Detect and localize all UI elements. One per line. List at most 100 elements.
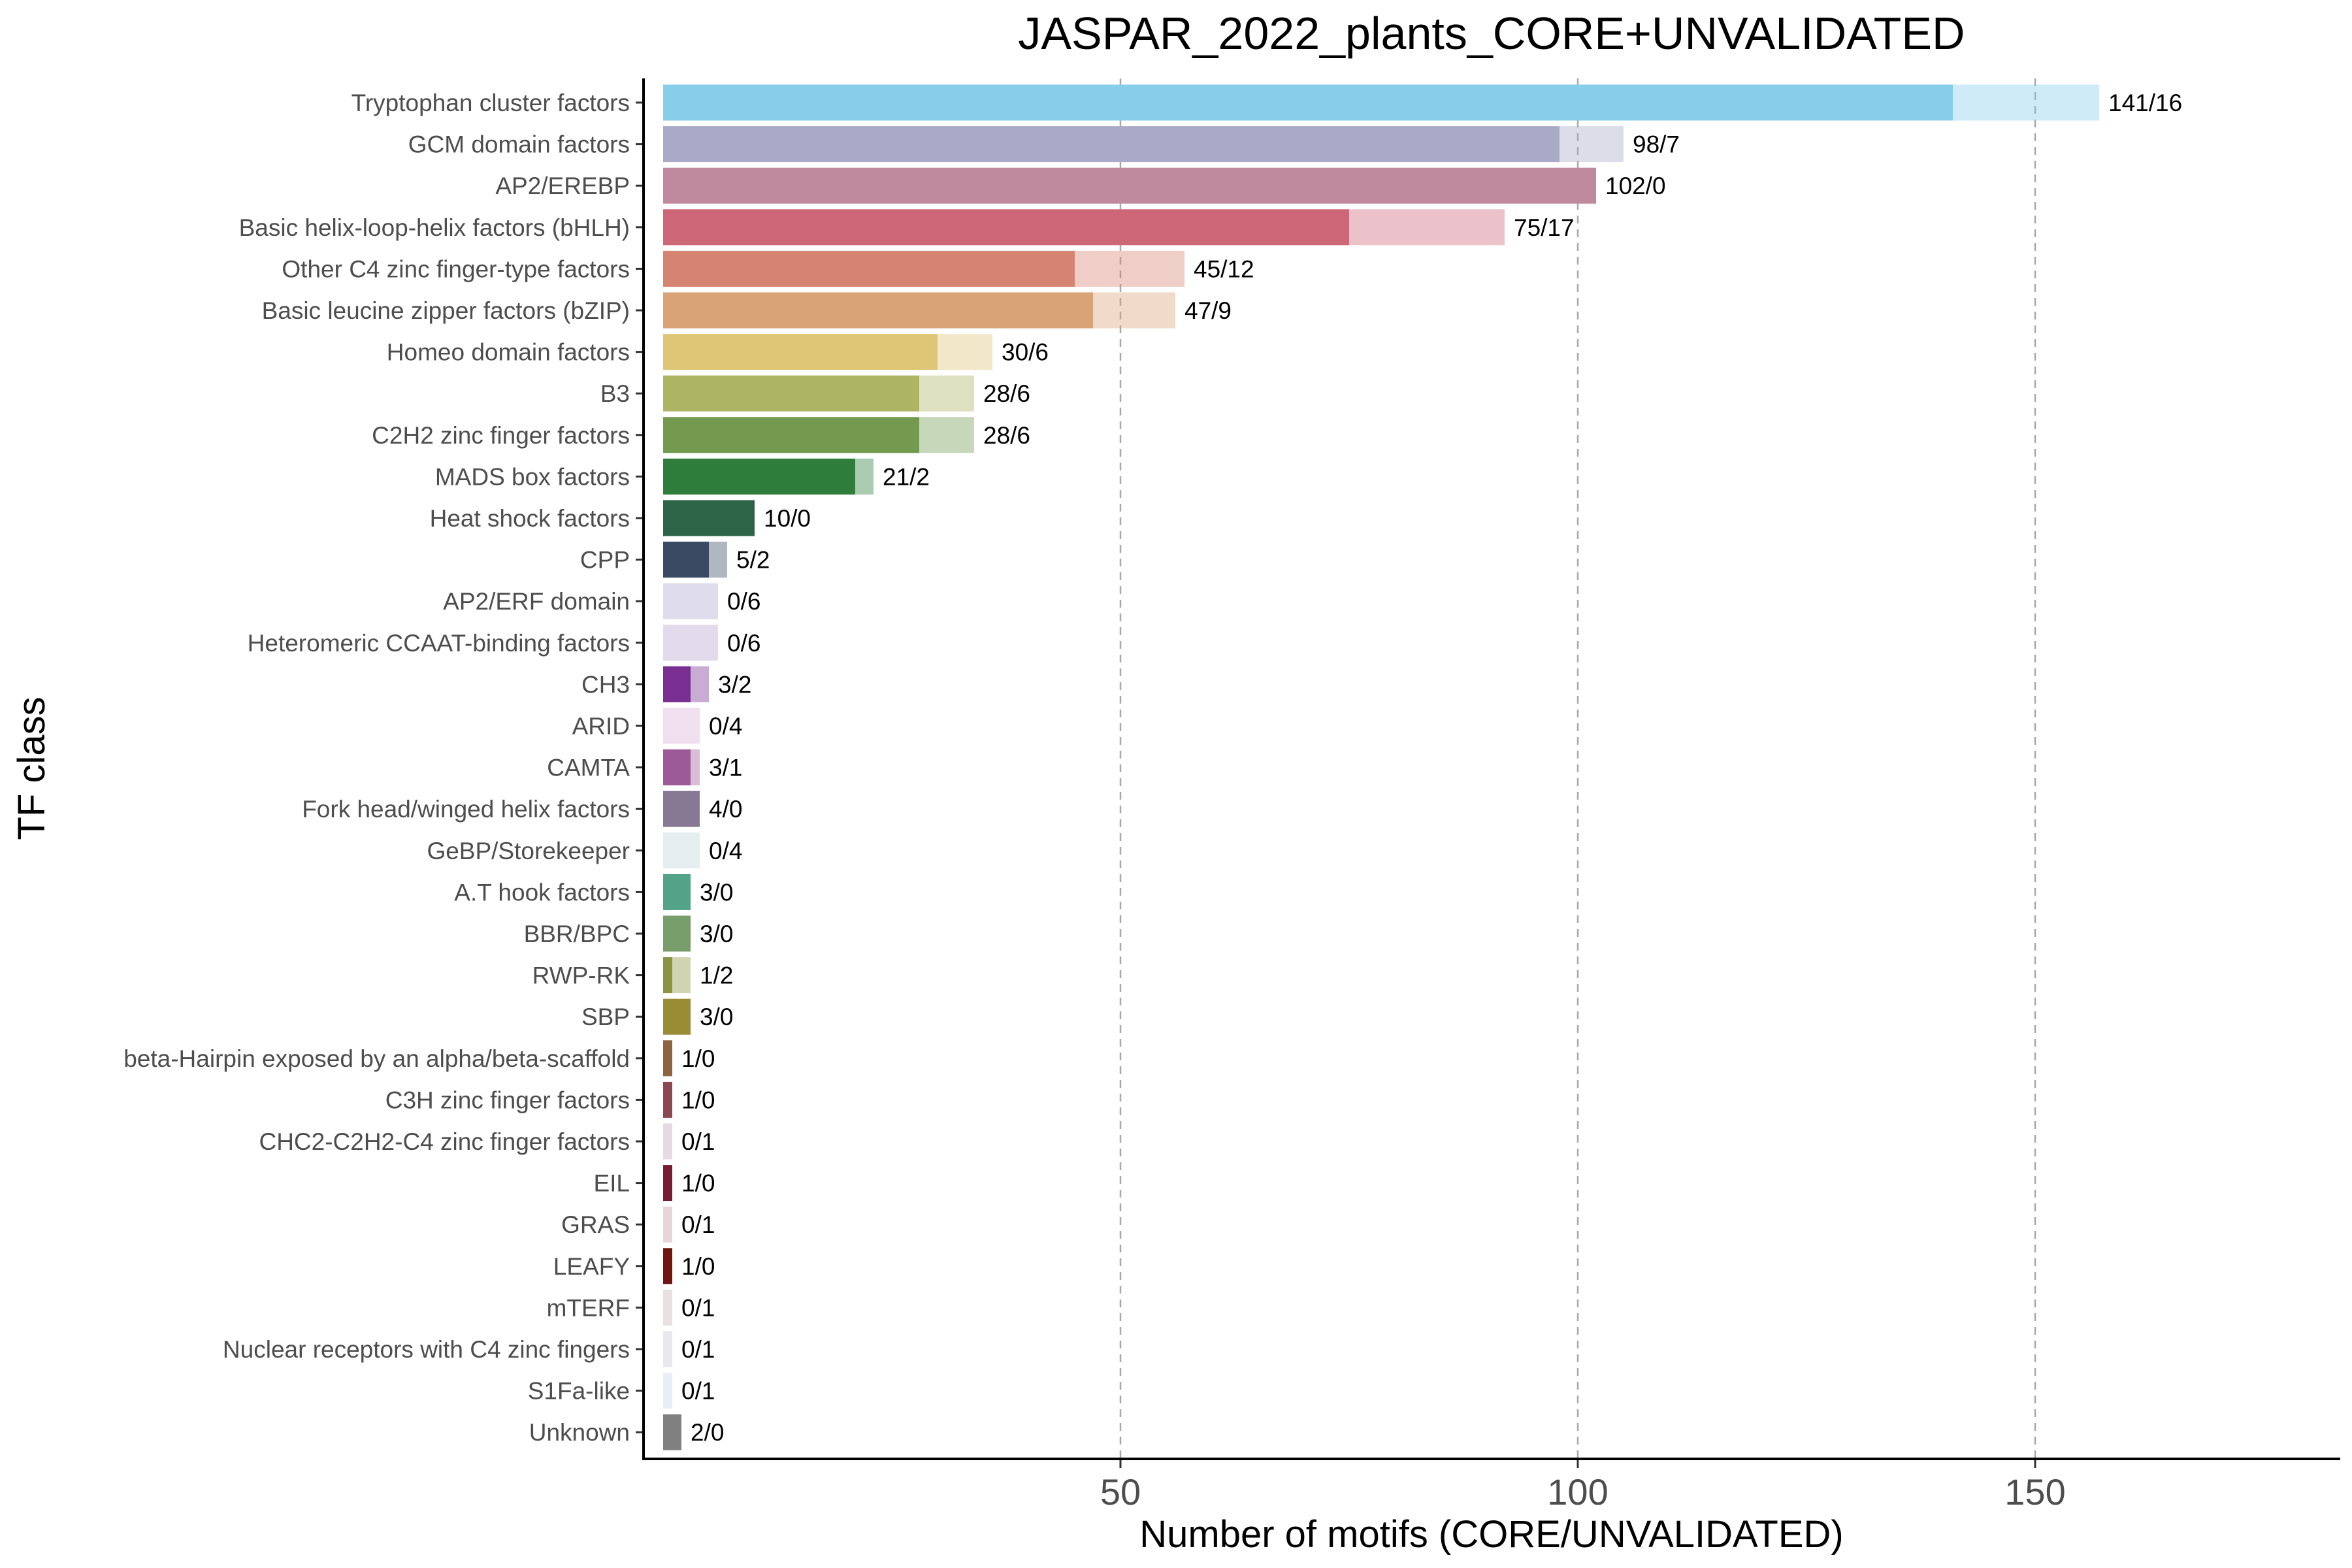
bar-core-5 [663,292,1093,329]
bar-unvalidated-14 [691,666,709,702]
category-label-21: RWP-RK [532,962,630,989]
category-label-32: Unknown [529,1419,630,1446]
value-label-19: 3/0 [700,879,733,906]
bar-unvalidated-4 [1075,250,1184,287]
bar-core-32 [663,1414,681,1450]
category-label-11: CPP [580,547,630,574]
value-label-17: 4/0 [709,796,742,823]
category-label-9: MADS box factors [435,463,630,490]
bar-unvalidated-13 [663,625,718,661]
value-label-10: 10/0 [764,505,811,532]
bar-unvalidated-30 [663,1331,672,1367]
bar-unvalidated-29 [663,1289,672,1326]
category-label-29: mTERF [547,1294,630,1321]
value-label-4: 45/12 [1194,255,1254,282]
bar-core-16 [663,749,691,786]
value-label-8: 28/6 [983,422,1030,449]
gridlines [1119,78,2036,1459]
bar-core-9 [663,458,855,495]
value-label-24: 1/0 [681,1086,715,1113]
value-label-20: 3/0 [700,921,733,947]
value-label-3: 75/17 [1514,214,1575,241]
category-label-23: beta-Hairpin exposed by an alpha/beta-sc… [123,1045,630,1072]
bar-core-17 [663,791,700,827]
category-label-19: A.T hook factors [454,879,630,906]
category-label-6: Homeo domain factors [387,339,630,366]
x-tick-label-150: 150 [2004,1471,2065,1512]
value-label-26: 1/0 [681,1170,715,1197]
category-label-14: CH3 [581,671,630,698]
value-label-6: 30/6 [1002,339,1049,366]
bars [663,84,2099,1450]
category-label-17: Fork head/winged helix factors [302,796,630,823]
bar-core-11 [663,542,709,578]
category-label-26: EIL [593,1170,630,1197]
bar-unvalidated-7 [919,375,974,412]
value-labels: 141/16 98/7 102/0 75/17 45/12 47/9 30/6 28/6 28/… [681,90,2182,1446]
value-label-15: 0/4 [709,713,742,740]
value-label-23: 1/0 [681,1045,715,1072]
x-ticks: 50 100 150 [1100,1459,2066,1512]
bar-unvalidated-5 [1093,292,1175,329]
bar-unvalidated-25 [663,1123,672,1160]
bar-unvalidated-18 [663,832,700,869]
category-label-16: CAMTA [547,755,630,781]
category-label-27: GRAS [561,1211,630,1238]
bar-core-8 [663,417,919,453]
value-label-31: 0/1 [681,1378,715,1405]
value-label-18: 0/4 [709,838,742,864]
category-label-28: LEAFY [553,1253,630,1280]
x-tick-label-50: 50 [1100,1471,1141,1512]
category-label-2: AP2/EREBP [495,172,630,199]
bar-unvalidated-27 [663,1206,672,1243]
bar-unvalidated-1 [1560,126,1624,163]
category-labels: Tryptophan cluster factors GCM domain fac… [123,90,630,1446]
category-label-10: Heat shock factors [430,505,630,532]
bar-core-28 [663,1248,672,1284]
category-label-1: GCM domain factors [408,131,630,158]
value-label-28: 1/0 [681,1253,715,1280]
category-label-5: Basic leucine zipper factors (bZIP) [262,297,630,324]
bar-core-7 [663,375,919,412]
value-label-0: 141/16 [2108,90,2182,116]
bar-core-22 [663,998,691,1035]
bar-core-14 [663,666,691,702]
bar-unvalidated-12 [663,583,718,619]
bar-core-10 [663,500,755,536]
bar-unvalidated-9 [855,458,874,495]
bar-core-4 [663,250,1075,287]
bar-unvalidated-11 [709,542,727,578]
bar-unvalidated-31 [663,1373,672,1409]
value-label-12: 0/6 [727,588,760,615]
category-label-4: Other C4 zinc finger-type factors [282,255,630,282]
value-label-30: 0/1 [681,1336,715,1363]
value-label-22: 3/0 [700,1004,733,1030]
bar-core-3 [663,209,1349,246]
value-label-5: 47/9 [1184,297,1232,324]
y-axis-title: TF class [10,696,53,840]
category-label-25: CHC2-C2H2-C4 zinc finger factors [259,1128,630,1155]
category-label-31: S1Fa-like [528,1378,630,1405]
bar-unvalidated-3 [1349,209,1505,246]
value-label-13: 0/6 [727,630,760,657]
bar-unvalidated-0 [1953,84,2099,121]
category-label-22: SBP [581,1004,630,1030]
bar-core-6 [663,334,938,370]
category-label-13: Heteromeric CCAAT-binding factors [248,630,630,657]
chart-title: JASPAR_2022_plants_CORE+UNVALIDATED [1018,8,1965,59]
value-label-14: 3/2 [718,671,751,698]
category-label-0: Tryptophan cluster factors [351,90,630,116]
value-label-21: 1/2 [700,962,733,989]
category-label-3: Basic helix-loop-helix factors (bHLH) [239,214,630,241]
value-label-7: 28/6 [983,380,1030,407]
bar-unvalidated-15 [663,708,700,744]
value-label-2: 102/0 [1605,172,1666,199]
value-label-16: 3/1 [709,755,742,781]
bar-core-21 [663,957,672,994]
category-label-18: GeBP/Storekeeper [427,838,630,864]
category-label-24: C3H zinc finger factors [385,1086,630,1113]
value-label-1: 98/7 [1633,131,1680,158]
bar-core-20 [663,915,691,952]
value-label-11: 5/2 [736,547,770,574]
